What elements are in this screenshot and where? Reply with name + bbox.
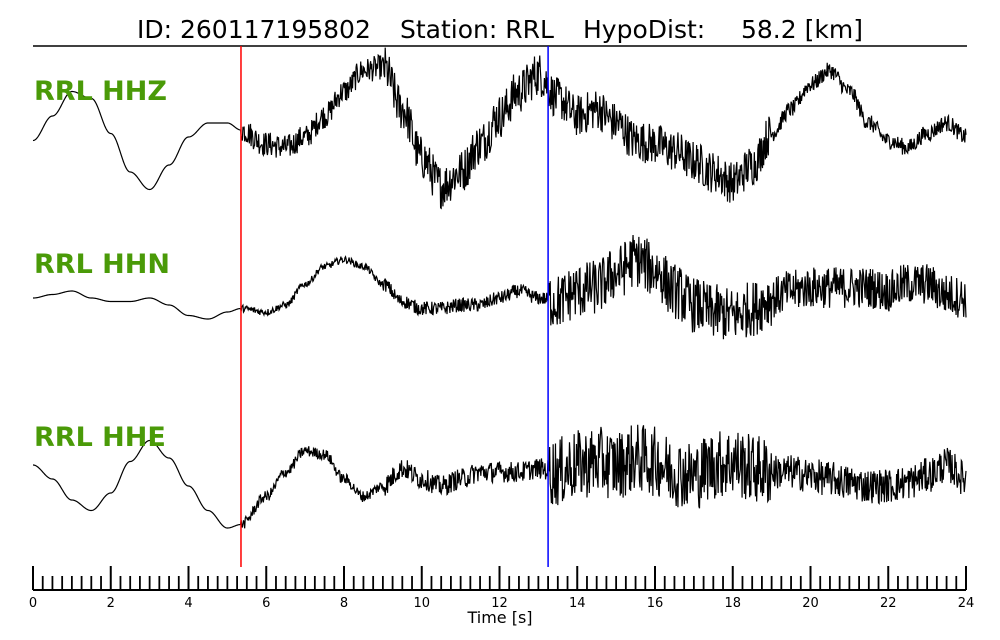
x-axis-label: Time [s] — [466, 608, 532, 627]
title-hypodist-value: 58.2 [km] — [741, 15, 863, 44]
title-station: Station: RRL — [400, 15, 554, 44]
trace-rrl-hhn — [32, 234, 967, 340]
x-tick-label: 16 — [647, 596, 664, 611]
x-tick-label: 22 — [880, 596, 897, 611]
x-tick-label: 12 — [491, 596, 508, 611]
x-tick-label: 10 — [413, 596, 430, 611]
x-tick-label: 0 — [29, 596, 37, 611]
x-tick-label: 14 — [569, 596, 586, 611]
title-hypodist-label: HypoDist: — [583, 15, 705, 44]
trace-label-hhe: RRL HHE — [34, 422, 166, 453]
trace-label-hhz: RRL HHZ — [34, 76, 167, 107]
trace-label-hhn: RRL HHN — [34, 249, 170, 280]
x-tick-label: 4 — [184, 596, 192, 611]
trace-rrl-hhz — [32, 47, 967, 210]
time-axis: 0 2 4 6 8 10 12 14 16 18 20 22 24 — [29, 566, 974, 611]
x-tick-label: 6 — [262, 596, 270, 611]
x-tick-label: 24 — [958, 596, 975, 611]
x-tick-label: 20 — [802, 596, 819, 611]
trace-rrl-hhe — [32, 424, 967, 529]
title-id: ID: 260117195802 — [137, 15, 371, 44]
x-tick-label: 2 — [107, 596, 115, 611]
x-tick-label: 18 — [724, 596, 741, 611]
trace-group — [32, 47, 967, 529]
x-tick-label: 8 — [340, 596, 348, 611]
